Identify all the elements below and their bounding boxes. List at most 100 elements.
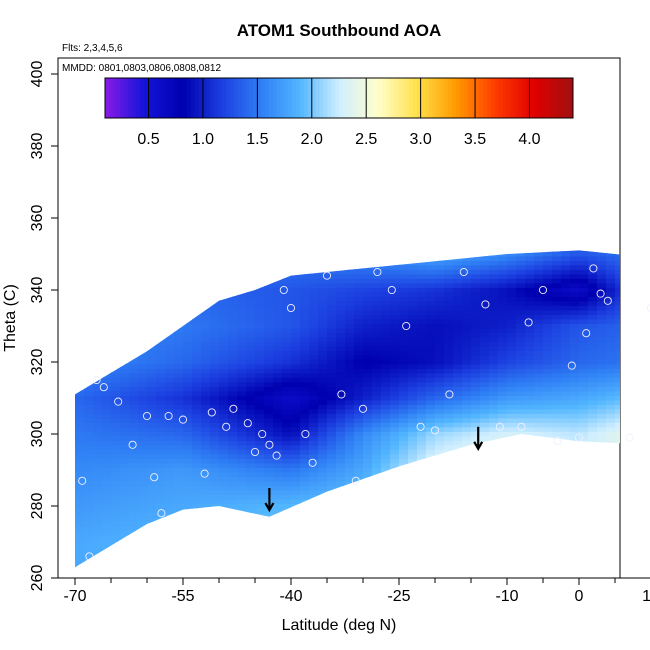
heatmap-cell (147, 503, 157, 509)
heatmap-cell (165, 318, 175, 324)
heatmap-cell (309, 566, 319, 568)
heatmap-cell (174, 521, 184, 527)
heatmap-cell (552, 525, 562, 531)
heatmap-cell (336, 534, 346, 540)
heatmap-cell (120, 368, 130, 374)
heatmap-cell (228, 327, 238, 333)
heatmap-cell (75, 413, 85, 419)
heatmap-cell (435, 305, 445, 311)
heatmap-cell (372, 480, 382, 486)
heatmap-cell (201, 318, 211, 324)
heatmap-cell (354, 300, 364, 306)
heatmap-cell (210, 467, 220, 473)
heatmap-cell (471, 462, 481, 468)
heatmap-cell (381, 323, 391, 329)
heatmap-cell (381, 503, 391, 509)
heatmap-cell (597, 372, 607, 378)
heatmap-cell (435, 327, 445, 333)
heatmap-cell (345, 363, 355, 369)
heatmap-cell (381, 251, 391, 257)
heatmap-cell (597, 471, 607, 477)
heatmap-cell (435, 282, 445, 288)
heatmap-cell (615, 341, 620, 347)
heatmap-cell (156, 543, 166, 549)
heatmap-cell (111, 476, 121, 482)
heatmap-cell (201, 314, 211, 320)
heatmap-cell (444, 462, 454, 468)
heatmap-cell (318, 498, 328, 504)
heatmap-cell (606, 327, 616, 333)
heatmap-cell (444, 345, 454, 351)
heatmap-cell (84, 485, 94, 491)
heatmap-cell (219, 417, 229, 423)
heatmap-cell (75, 377, 85, 383)
heatmap-cell (408, 557, 418, 563)
heatmap-cell (534, 273, 544, 279)
heatmap-cell (246, 453, 256, 459)
heatmap-cell (372, 552, 382, 558)
heatmap-cell (552, 548, 562, 554)
heatmap-cell (102, 332, 112, 338)
heatmap-cell (570, 318, 580, 324)
heatmap-cell (201, 525, 211, 531)
heatmap-cell (597, 327, 607, 333)
heatmap-cell (543, 377, 553, 383)
heatmap-cell (453, 278, 463, 284)
heatmap-cell (309, 318, 319, 324)
heatmap-cell (507, 359, 517, 365)
heatmap-cell (642, 395, 650, 400)
heatmap-cell (489, 242, 499, 247)
heatmap-cell (129, 435, 139, 441)
heatmap-cell (354, 264, 364, 270)
heatmap-cell (246, 516, 256, 522)
heatmap-cell (525, 467, 535, 473)
heatmap-cell (228, 566, 238, 568)
heatmap-cell (435, 453, 445, 459)
heatmap-cell (435, 435, 445, 441)
heatmap-cell (327, 417, 337, 423)
heatmap-cell (120, 363, 130, 369)
heatmap-cell (192, 251, 202, 257)
heatmap-cell (291, 449, 301, 455)
heatmap-cell (156, 435, 166, 441)
heatmap-cell (282, 350, 292, 356)
heatmap-cell (444, 399, 454, 405)
heatmap-cell (480, 566, 490, 568)
heatmap-cell (309, 462, 319, 468)
heatmap-cell (534, 530, 544, 536)
heatmap-cell (516, 395, 526, 401)
heatmap-cell (246, 435, 256, 441)
heatmap-cell (435, 377, 445, 383)
heatmap-cell (507, 557, 517, 563)
heatmap-cell (426, 480, 436, 486)
heatmap-cell (228, 462, 238, 468)
heatmap-cell (588, 462, 598, 468)
heatmap-cell (489, 435, 499, 441)
heatmap-cell (444, 300, 454, 306)
heatmap-cell (129, 449, 139, 455)
heatmap-cell (417, 291, 427, 297)
heatmap-cell (75, 242, 85, 247)
heatmap-cell (138, 332, 148, 338)
heatmap-cell (255, 485, 265, 491)
heatmap-cell (489, 251, 499, 257)
heatmap-cell (291, 264, 301, 270)
heatmap-cell (588, 458, 598, 464)
heatmap-cell (579, 354, 589, 360)
heatmap-cell (336, 494, 346, 500)
heatmap-cell (372, 363, 382, 369)
heatmap-cell (273, 566, 283, 568)
heatmap-cell (390, 476, 400, 482)
heatmap-cell (147, 440, 157, 446)
heatmap-cell (282, 458, 292, 464)
heatmap-cell (345, 552, 355, 558)
heatmap-cell (174, 516, 184, 522)
heatmap-cell (318, 494, 328, 500)
heatmap-cell (282, 467, 292, 473)
heatmap-cell (102, 260, 112, 266)
heatmap-cell (426, 395, 436, 401)
heatmap-cell (156, 539, 166, 545)
heatmap-cell (84, 345, 94, 351)
heatmap-cell (471, 453, 481, 459)
heatmap-cell (354, 530, 364, 536)
